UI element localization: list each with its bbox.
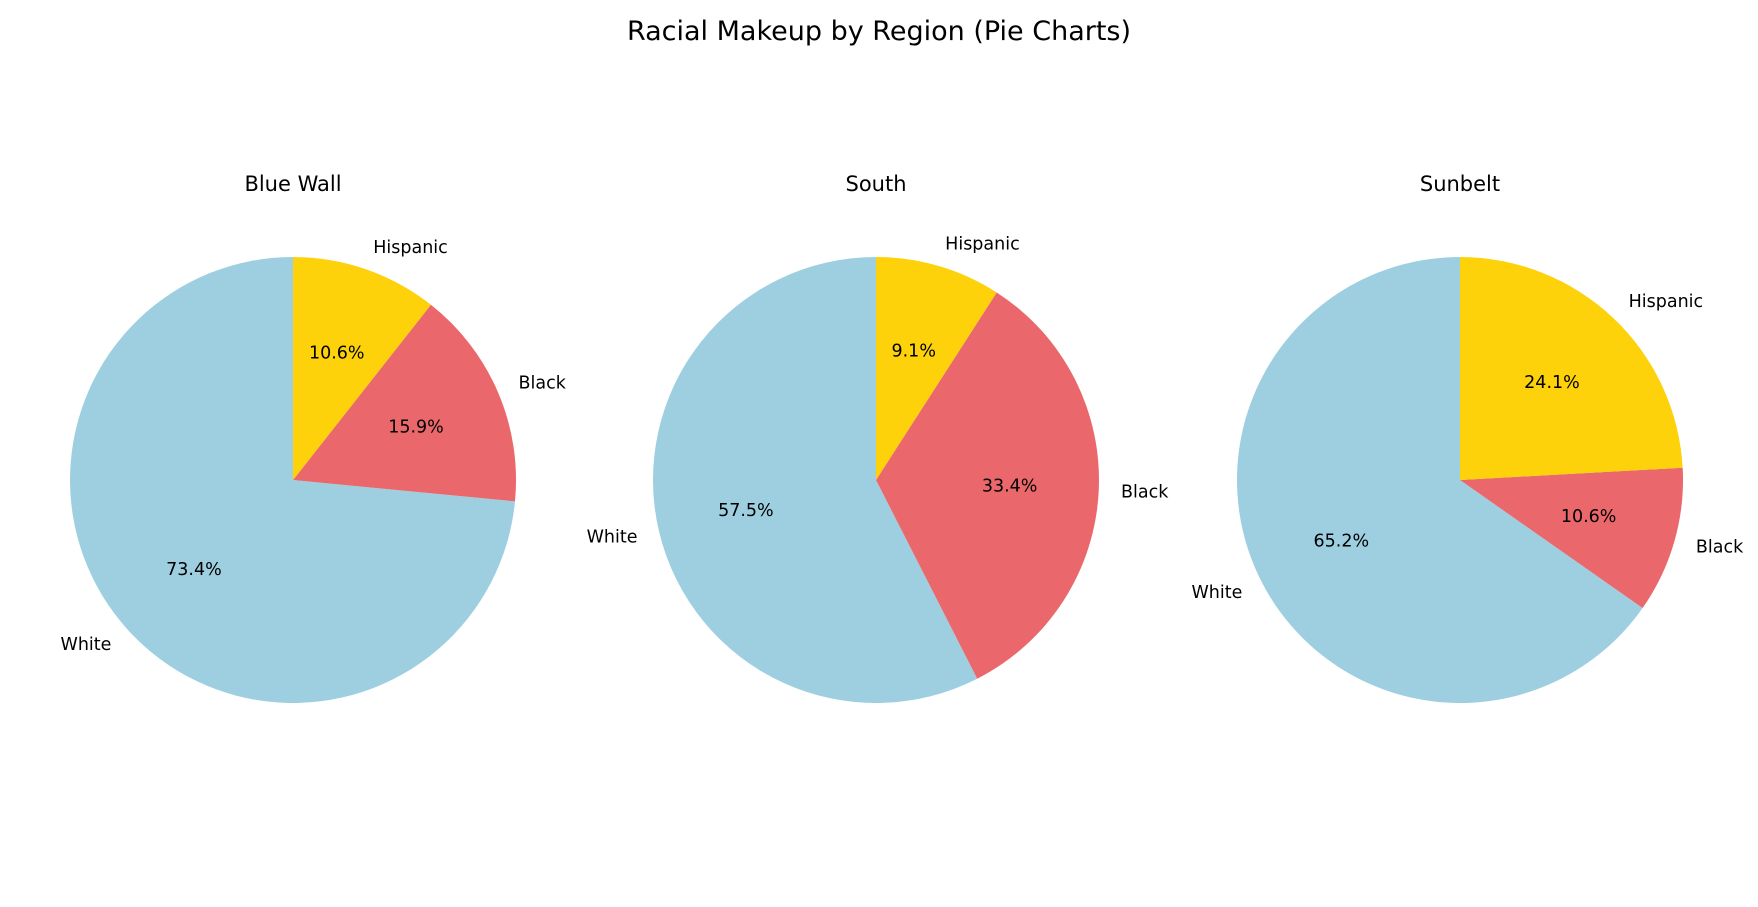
pie-blue-wall: 73.4% White 15.9% Black 10.6% Hispanic [61, 238, 567, 704]
pie-slice-sunbelt-white [1236, 257, 1643, 703]
pie-slice-blue-wall-white [70, 257, 515, 704]
pie-sunbelt: 65.2% White 10.6% Black 24.1% Hispanic [1191, 257, 1744, 703]
slice-label-blue-wall-hispanic: Hispanic [373, 238, 448, 258]
subplot-title-blue-wall: Blue Wall [244, 172, 341, 196]
slice-label-sunbelt-white: White [1191, 583, 1242, 603]
pct-label-blue-wall-hispanic: 10.6% [309, 344, 365, 364]
slice-label-blue-wall-white: White [61, 635, 112, 655]
pct-label-sunbelt-white: 65.2% [1313, 532, 1369, 552]
slice-label-south-black: Black [1121, 482, 1169, 502]
pie-south: 57.5% White 33.4% Black 9.1% Hispanic [587, 235, 1169, 704]
pie-chart-blue-wall: Blue Wall 73.4% White 15.9% Black 10.6% Hispa… [61, 172, 567, 704]
pie-slice-south-hispanic [876, 257, 997, 480]
pie-slice-sunbelt-hispanic [1460, 257, 1683, 480]
pie-chart-sunbelt: Sunbelt 65.2% White 10.6% Black 24.1% Hispani… [1191, 172, 1744, 703]
pie-slice-blue-wall-hispanic [293, 257, 431, 480]
slice-label-blue-wall-black: Black [519, 374, 567, 394]
subplot-title-south: South [845, 172, 906, 196]
slice-label-sunbelt-hispanic: Hispanic [1629, 292, 1704, 312]
pie-slice-south-black [876, 292, 1099, 679]
slice-label-south-white: White [587, 527, 638, 547]
pie-slice-blue-wall-black [293, 304, 517, 502]
slice-label-sunbelt-black: Black [1696, 537, 1744, 557]
subplot-title-sunbelt: Sunbelt [1420, 172, 1500, 196]
pie-chart-south: South 57.5% White 33.4% Black 9.1% Hispanic [587, 172, 1169, 704]
pie-slice-south-white [652, 257, 978, 704]
pct-label-south-black: 33.4% [982, 477, 1038, 497]
pct-label-south-hispanic: 9.1% [891, 342, 935, 362]
pct-label-sunbelt-black: 10.6% [1561, 507, 1617, 527]
pct-label-blue-wall-white: 73.4% [166, 560, 222, 580]
pct-label-south-white: 57.5% [718, 501, 774, 521]
pct-label-sunbelt-hispanic: 24.1% [1524, 373, 1580, 393]
slice-label-south-hispanic: Hispanic [945, 235, 1020, 255]
pct-label-blue-wall-black: 15.9% [388, 417, 444, 437]
pie-slice-sunbelt-black [1460, 467, 1683, 609]
figure-title: Racial Makeup by Region (Pie Charts) [627, 16, 1131, 47]
